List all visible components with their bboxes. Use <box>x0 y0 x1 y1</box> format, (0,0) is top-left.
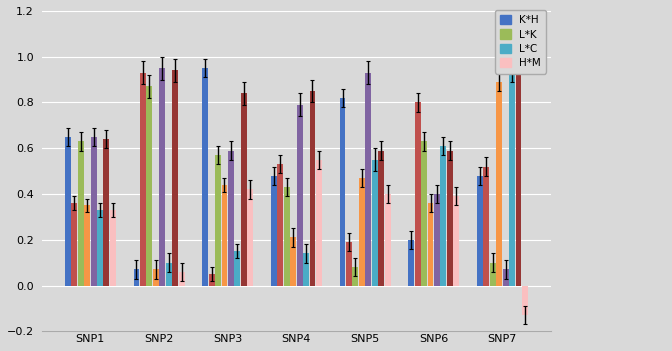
Bar <box>490 263 496 285</box>
Bar <box>434 194 440 285</box>
Bar <box>140 73 146 285</box>
Bar <box>71 203 77 285</box>
Bar <box>278 164 283 285</box>
Bar <box>110 210 116 285</box>
Bar <box>247 190 253 285</box>
Bar <box>483 166 489 285</box>
Bar <box>408 240 414 285</box>
Bar <box>296 105 302 285</box>
Bar <box>427 203 433 285</box>
Bar <box>421 141 427 285</box>
Bar <box>359 178 365 285</box>
Bar <box>228 151 234 285</box>
Bar <box>303 253 309 285</box>
Bar <box>241 93 247 285</box>
Bar <box>146 86 153 285</box>
Bar <box>509 73 515 285</box>
Bar <box>384 194 390 285</box>
Bar <box>477 176 482 285</box>
Bar <box>447 151 453 285</box>
Bar <box>440 146 446 285</box>
Bar <box>166 263 171 285</box>
Bar <box>378 151 384 285</box>
Bar <box>235 251 241 285</box>
Bar <box>202 68 208 285</box>
Bar <box>352 267 358 285</box>
Bar <box>91 137 97 285</box>
Bar <box>284 187 290 285</box>
Bar <box>103 139 110 285</box>
Bar <box>271 176 277 285</box>
Bar <box>153 270 159 285</box>
Bar <box>522 285 528 315</box>
Bar <box>372 160 378 285</box>
Bar <box>316 160 322 285</box>
Bar <box>310 91 315 285</box>
Bar <box>215 155 221 285</box>
Bar <box>65 137 71 285</box>
Bar <box>346 242 352 285</box>
Bar <box>454 196 459 285</box>
Bar <box>496 82 502 285</box>
Bar <box>208 274 214 285</box>
Bar <box>290 238 296 285</box>
Bar <box>339 98 345 285</box>
Bar <box>78 141 83 285</box>
Bar <box>503 270 509 285</box>
Bar <box>179 272 185 285</box>
Bar <box>366 73 371 285</box>
Bar <box>172 71 178 285</box>
Bar <box>84 205 90 285</box>
Bar <box>97 210 103 285</box>
Bar <box>159 68 165 285</box>
Bar <box>134 270 140 285</box>
Bar <box>515 27 521 285</box>
Bar <box>415 102 421 285</box>
Legend: K*H, L*K, L*C, H*M: K*H, L*K, L*C, H*M <box>495 10 546 74</box>
Bar <box>222 185 227 285</box>
